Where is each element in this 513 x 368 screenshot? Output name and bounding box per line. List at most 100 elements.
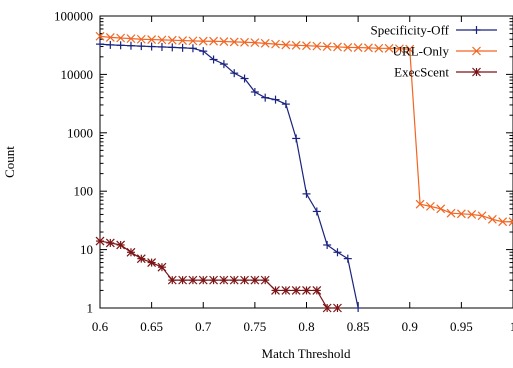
data-point-url-only [405,44,415,54]
x-tick-label: 0.6 [92,319,109,334]
data-point-specificity-off [302,189,311,198]
data-point-url-only [456,209,466,219]
data-point-url-only [136,34,146,44]
data-point-url-only [312,41,322,51]
data-point-url-only [364,43,373,53]
data-point-specificity-off [209,55,218,64]
data-point-url-only [281,40,291,50]
legend-marker [472,26,481,34]
data-point-url-only [467,210,477,219]
y-tick-label: 100 [74,184,94,199]
x-tick-label: 1 [510,319,513,334]
y-tick-label: 1000 [67,125,93,140]
data-point-url-only [508,217,513,227]
data-point-url-only [198,36,208,46]
data-point-specificity-off [354,304,363,312]
data-point-execscent [333,303,342,313]
data-point-url-only [116,33,126,43]
data-point-execscent [157,262,167,272]
data-point-execscent [136,254,146,264]
data-point-url-only [126,34,136,44]
data-point-specificity-off [126,41,135,50]
data-point-url-only [188,36,198,46]
legend-entry-execscent: ExecScent [394,65,497,80]
data-point-url-only [250,38,260,48]
data-point-url-only [436,204,446,214]
data-point-specificity-off [157,42,166,51]
data-point-url-only [105,32,115,42]
data-point-specificity-off [343,254,352,263]
y-axis-label: Count [2,146,17,178]
data-point-specificity-off [116,41,125,50]
data-point-url-only [446,208,456,218]
y-tick-label: 1 [87,301,94,316]
data-point-url-only [343,42,353,52]
data-point-execscent [126,247,136,257]
data-point-url-only [167,35,177,45]
legend-label: ExecScent [394,65,449,80]
data-point-url-only [384,43,394,53]
series-url-only [95,31,513,227]
data-point-execscent [209,275,218,285]
data-point-url-only [219,37,229,46]
data-point-url-only [322,42,332,51]
data-point-url-only [425,201,435,211]
data-point-url-only [498,217,508,227]
x-tick-label: 0.9 [402,319,418,334]
data-point-url-only [209,36,218,46]
data-point-url-only [271,39,280,49]
legend: Specificity-Off URL-Only ExecScent [371,23,497,80]
data-point-specificity-off [199,47,208,56]
data-point-specificity-off [312,207,321,216]
legend-marker [472,67,481,77]
data-point-execscent [105,238,115,248]
data-point-specificity-off [292,134,301,143]
data-point-execscent [188,275,198,285]
data-point-execscent [198,275,208,285]
data-point-url-only [240,37,249,47]
data-point-execscent [271,285,280,295]
data-point-specificity-off [96,40,104,49]
data-point-specificity-off [261,93,270,102]
data-point-execscent [95,236,105,246]
x-tick-label: 0.75 [244,319,267,334]
data-point-specificity-off [178,43,187,52]
legend-label: URL-Only [393,44,450,59]
data-point-url-only [333,42,342,52]
x-axis-label: Match Threshold [262,346,351,361]
data-point-specificity-off [106,40,115,49]
data-point-execscent [219,275,229,285]
legend-entry-specificity-off: Specificity-Off [371,23,497,38]
y-axis: 1 10 100 1000 10000 100000 [54,9,513,316]
data-point-url-only [374,43,384,53]
series-line-specificity-off [99,43,359,309]
data-point-url-only [178,36,188,45]
data-point-execscent [291,285,301,295]
data-point-execscent [250,275,260,285]
x-axis: 0.6 0.65 0.7 0.75 0.8 0.85 0.9 0.95 1 [92,16,513,334]
data-point-specificity-off [323,240,332,249]
data-point-url-only [415,199,425,209]
data-point-specificity-off [250,87,259,96]
data-point-execscent [260,275,270,285]
data-point-url-only [95,31,105,41]
data-point-specificity-off [147,42,156,51]
data-point-url-only [395,44,404,54]
data-point-specificity-off [219,60,228,69]
data-point-url-only [229,37,239,47]
data-point-execscent [312,285,322,295]
data-point-url-only [353,43,363,52]
data-point-execscent [240,275,249,285]
data-point-url-only [477,211,487,221]
y-tick-label: 100000 [54,9,93,24]
data-point-execscent [167,275,177,285]
series-specificity-off [96,40,363,312]
data-point-execscent [322,303,332,313]
data-point-url-only [147,35,157,44]
legend-label: Specificity-Off [371,23,450,38]
data-point-url-only [260,38,270,48]
data-point-url-only [302,41,311,51]
legend-entry-url-only: URL-Only [393,44,497,59]
x-tick-label: 0.7 [195,319,212,334]
